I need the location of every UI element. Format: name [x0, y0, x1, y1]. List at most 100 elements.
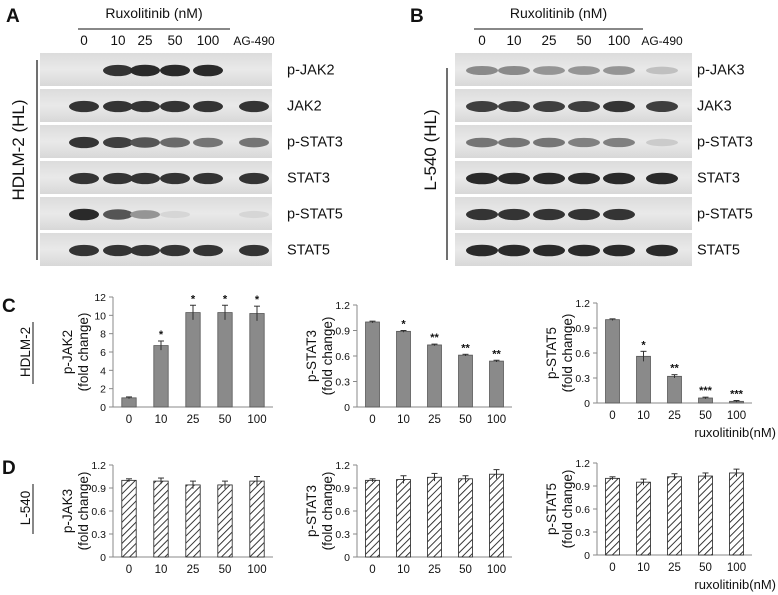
blot-band: [130, 64, 160, 77]
blot-band: [69, 244, 99, 257]
x-tick-label: 0: [369, 414, 375, 426]
blot-strip: STAT5: [40, 233, 330, 266]
blot-band: [646, 101, 678, 112]
blot-band: [69, 100, 99, 113]
lane-label: 100: [608, 33, 631, 48]
blot-band: [466, 244, 498, 257]
blot-band: [568, 101, 600, 112]
blot-strip: STAT5: [455, 233, 740, 266]
y-tick-label: 1.2: [335, 460, 350, 472]
blot-band: [103, 209, 133, 220]
blot-band: [568, 208, 600, 221]
panel-letter-a: A: [6, 6, 20, 27]
treatment-label: Ruxolitinib (nM): [510, 5, 607, 21]
blot-band: [568, 137, 600, 148]
x-tick-label: 25: [187, 564, 200, 576]
blot-band: [498, 208, 530, 221]
cell-line-label: HDLM-2 (HL): [9, 99, 28, 200]
blot-band: [193, 64, 223, 77]
band-label: JAK2: [287, 99, 322, 115]
significance-marker: **: [492, 348, 501, 360]
blot-strip: JAK3: [455, 89, 732, 122]
control-lane-label: AG-490: [233, 34, 275, 48]
bar: [427, 344, 442, 408]
x-tick-label: 50: [459, 414, 472, 426]
y-axis-label: p-STAT5(fold change): [544, 314, 575, 393]
y-tick-label: 8: [100, 329, 106, 341]
y-axis-label: p-STAT3(fold change): [304, 472, 335, 551]
blot-band: [193, 244, 223, 257]
significance-marker: *: [223, 293, 228, 305]
bar-chart-4: 0 0.3 0.6 0.9 1.2p-JAK3(fold change) 0 10 25 50 1…: [60, 460, 273, 576]
blot-panel-b: Ruxolitinib (nM) 0 10 25 50 100 AG-490 L-540 (H…: [421, 5, 753, 266]
y-tick-label: 10: [94, 310, 106, 322]
bar: [121, 479, 137, 558]
y-tick-label: 0.6: [91, 506, 106, 518]
x-tick-label: 10: [155, 414, 168, 426]
bar: [458, 478, 473, 558]
bar-chart-6: 0 0.3 0.6 0.9 1.2p-STAT5(fold change) 0 10 25 50…: [544, 458, 776, 592]
y-tick-label: 0: [584, 550, 590, 562]
blot-band: [69, 172, 99, 185]
panel-letter-b: B: [410, 6, 424, 27]
blot-strip: STAT3: [455, 161, 740, 194]
x-axis-label: ruxolitinib(nM): [694, 577, 776, 592]
blot-band: [103, 244, 133, 257]
band-label: STAT5: [697, 243, 740, 259]
lane-label: 25: [137, 33, 152, 48]
x-tick-label: 0: [126, 564, 132, 576]
y-tick-label: 1.2: [91, 460, 106, 472]
blot-band: [533, 66, 565, 75]
row-label-c: HDLM-2: [18, 322, 34, 384]
blot-band: [603, 244, 635, 257]
x-tick-label: 50: [219, 414, 232, 426]
bar-chart-2: 0 0.3 0.6 0.9 1.2p-STAT3(fold change) 0 * 10 ** 2…: [304, 300, 512, 426]
x-tick-label: 25: [668, 562, 681, 574]
x-tick-label: 50: [459, 564, 472, 576]
blot-band: [533, 208, 565, 221]
blot-band: [568, 66, 600, 75]
bar: [185, 312, 201, 408]
band-label: STAT5: [287, 243, 330, 259]
band-label: p-JAK2: [287, 63, 335, 79]
blot-strip: p-JAK2: [40, 53, 335, 86]
band-label: p-STAT5: [697, 207, 753, 223]
bar: [249, 480, 265, 558]
blot-band: [646, 138, 678, 147]
x-tick-label: 25: [428, 564, 441, 576]
y-axis-label: p-STAT3(fold change): [304, 317, 335, 396]
blot-band: [603, 66, 635, 75]
x-axis-label: ruxolitinib(nM): [694, 425, 776, 440]
bar-chart-3: 0 0.3 0.6 0.9 1.2p-STAT5(fold change) 0 * 10 ** 2…: [544, 298, 776, 440]
lane-label: 0: [478, 33, 486, 48]
y-tick-label: 0: [344, 552, 350, 564]
row-label-c-text: HDLM-2: [18, 327, 33, 377]
bar-charts: 0 2 4 6 8 10 12p-JAK2(fold change) 0 * 10 * 25 * 50 * 1…: [60, 292, 776, 592]
blot-strip: STAT3: [40, 161, 330, 194]
y-tick-label: 4: [100, 365, 106, 377]
y-tick-label: 0.6: [575, 348, 590, 360]
panel-letter-d: D: [2, 458, 16, 479]
x-tick-label: 100: [487, 564, 506, 576]
blot-band: [160, 210, 190, 219]
bar-chart-1: 0 2 4 6 8 10 12p-JAK2(fold change) 0 * 10 * 25 * 50 * 1…: [60, 292, 273, 426]
blot-band: [466, 208, 498, 221]
y-tick-label: 1.2: [575, 458, 590, 470]
bar: [396, 479, 411, 558]
blot-band: [533, 101, 565, 112]
significance-marker: **: [430, 332, 439, 344]
significance-marker: *: [255, 294, 260, 306]
lane-label: 50: [576, 33, 591, 48]
bar: [153, 345, 169, 408]
y-tick-label: 0.3: [575, 373, 590, 385]
y-tick-label: 0: [100, 402, 106, 414]
blot-band: [69, 208, 99, 221]
blot-band: [239, 172, 269, 185]
band-label: STAT3: [287, 171, 330, 187]
y-tick-label: 0.9: [335, 326, 350, 338]
blot-band: [130, 172, 160, 185]
blot-band: [193, 100, 223, 113]
blot-band: [239, 210, 269, 219]
x-tick-label: 25: [428, 414, 441, 426]
